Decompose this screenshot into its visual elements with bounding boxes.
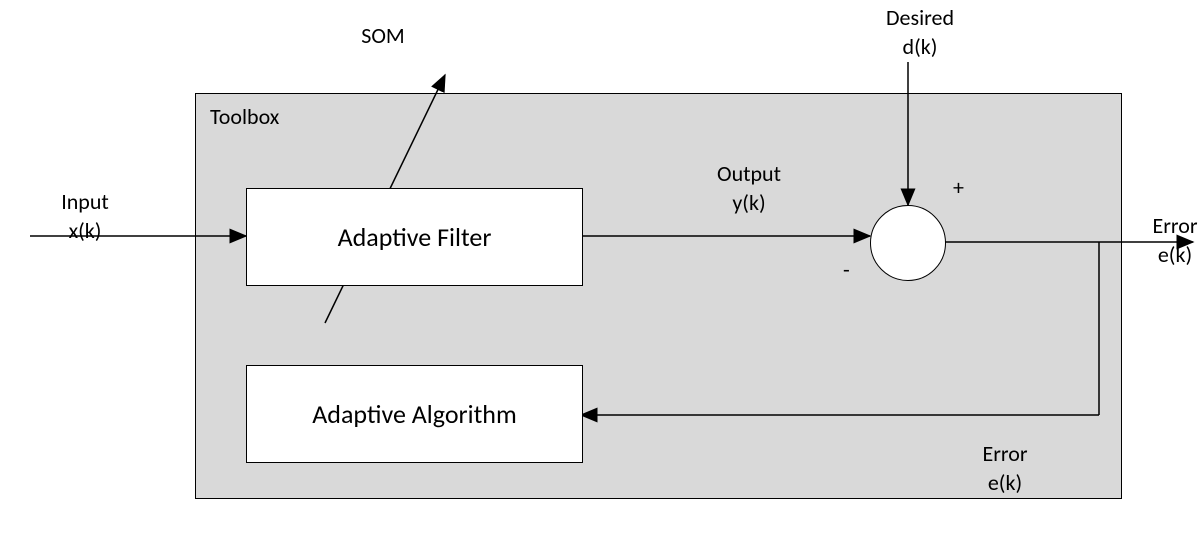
- som-label: SOM: [353, 22, 413, 51]
- output-label: Output y(k): [704, 160, 794, 217]
- summing-node: [870, 205, 946, 281]
- minus-sign: -: [843, 256, 850, 283]
- adaptive-filter-block: Adaptive Filter: [246, 188, 583, 286]
- desired-label: Desired d(k): [875, 4, 965, 61]
- adaptive-algorithm-block: Adaptive Algorithm: [246, 365, 583, 463]
- error-output-label: Error e(k): [1140, 212, 1200, 269]
- adaptive-algorithm-label: Adaptive Algorithm: [312, 398, 516, 430]
- input-label: Input x(k): [45, 188, 125, 245]
- plus-sign: +: [953, 174, 964, 201]
- diagram-canvas: Toolbox Adaptive Filter Adaptive Algorit…: [0, 0, 1200, 547]
- adaptive-filter-label: Adaptive Filter: [338, 221, 492, 253]
- error-feedback-label: Error e(k): [970, 440, 1040, 497]
